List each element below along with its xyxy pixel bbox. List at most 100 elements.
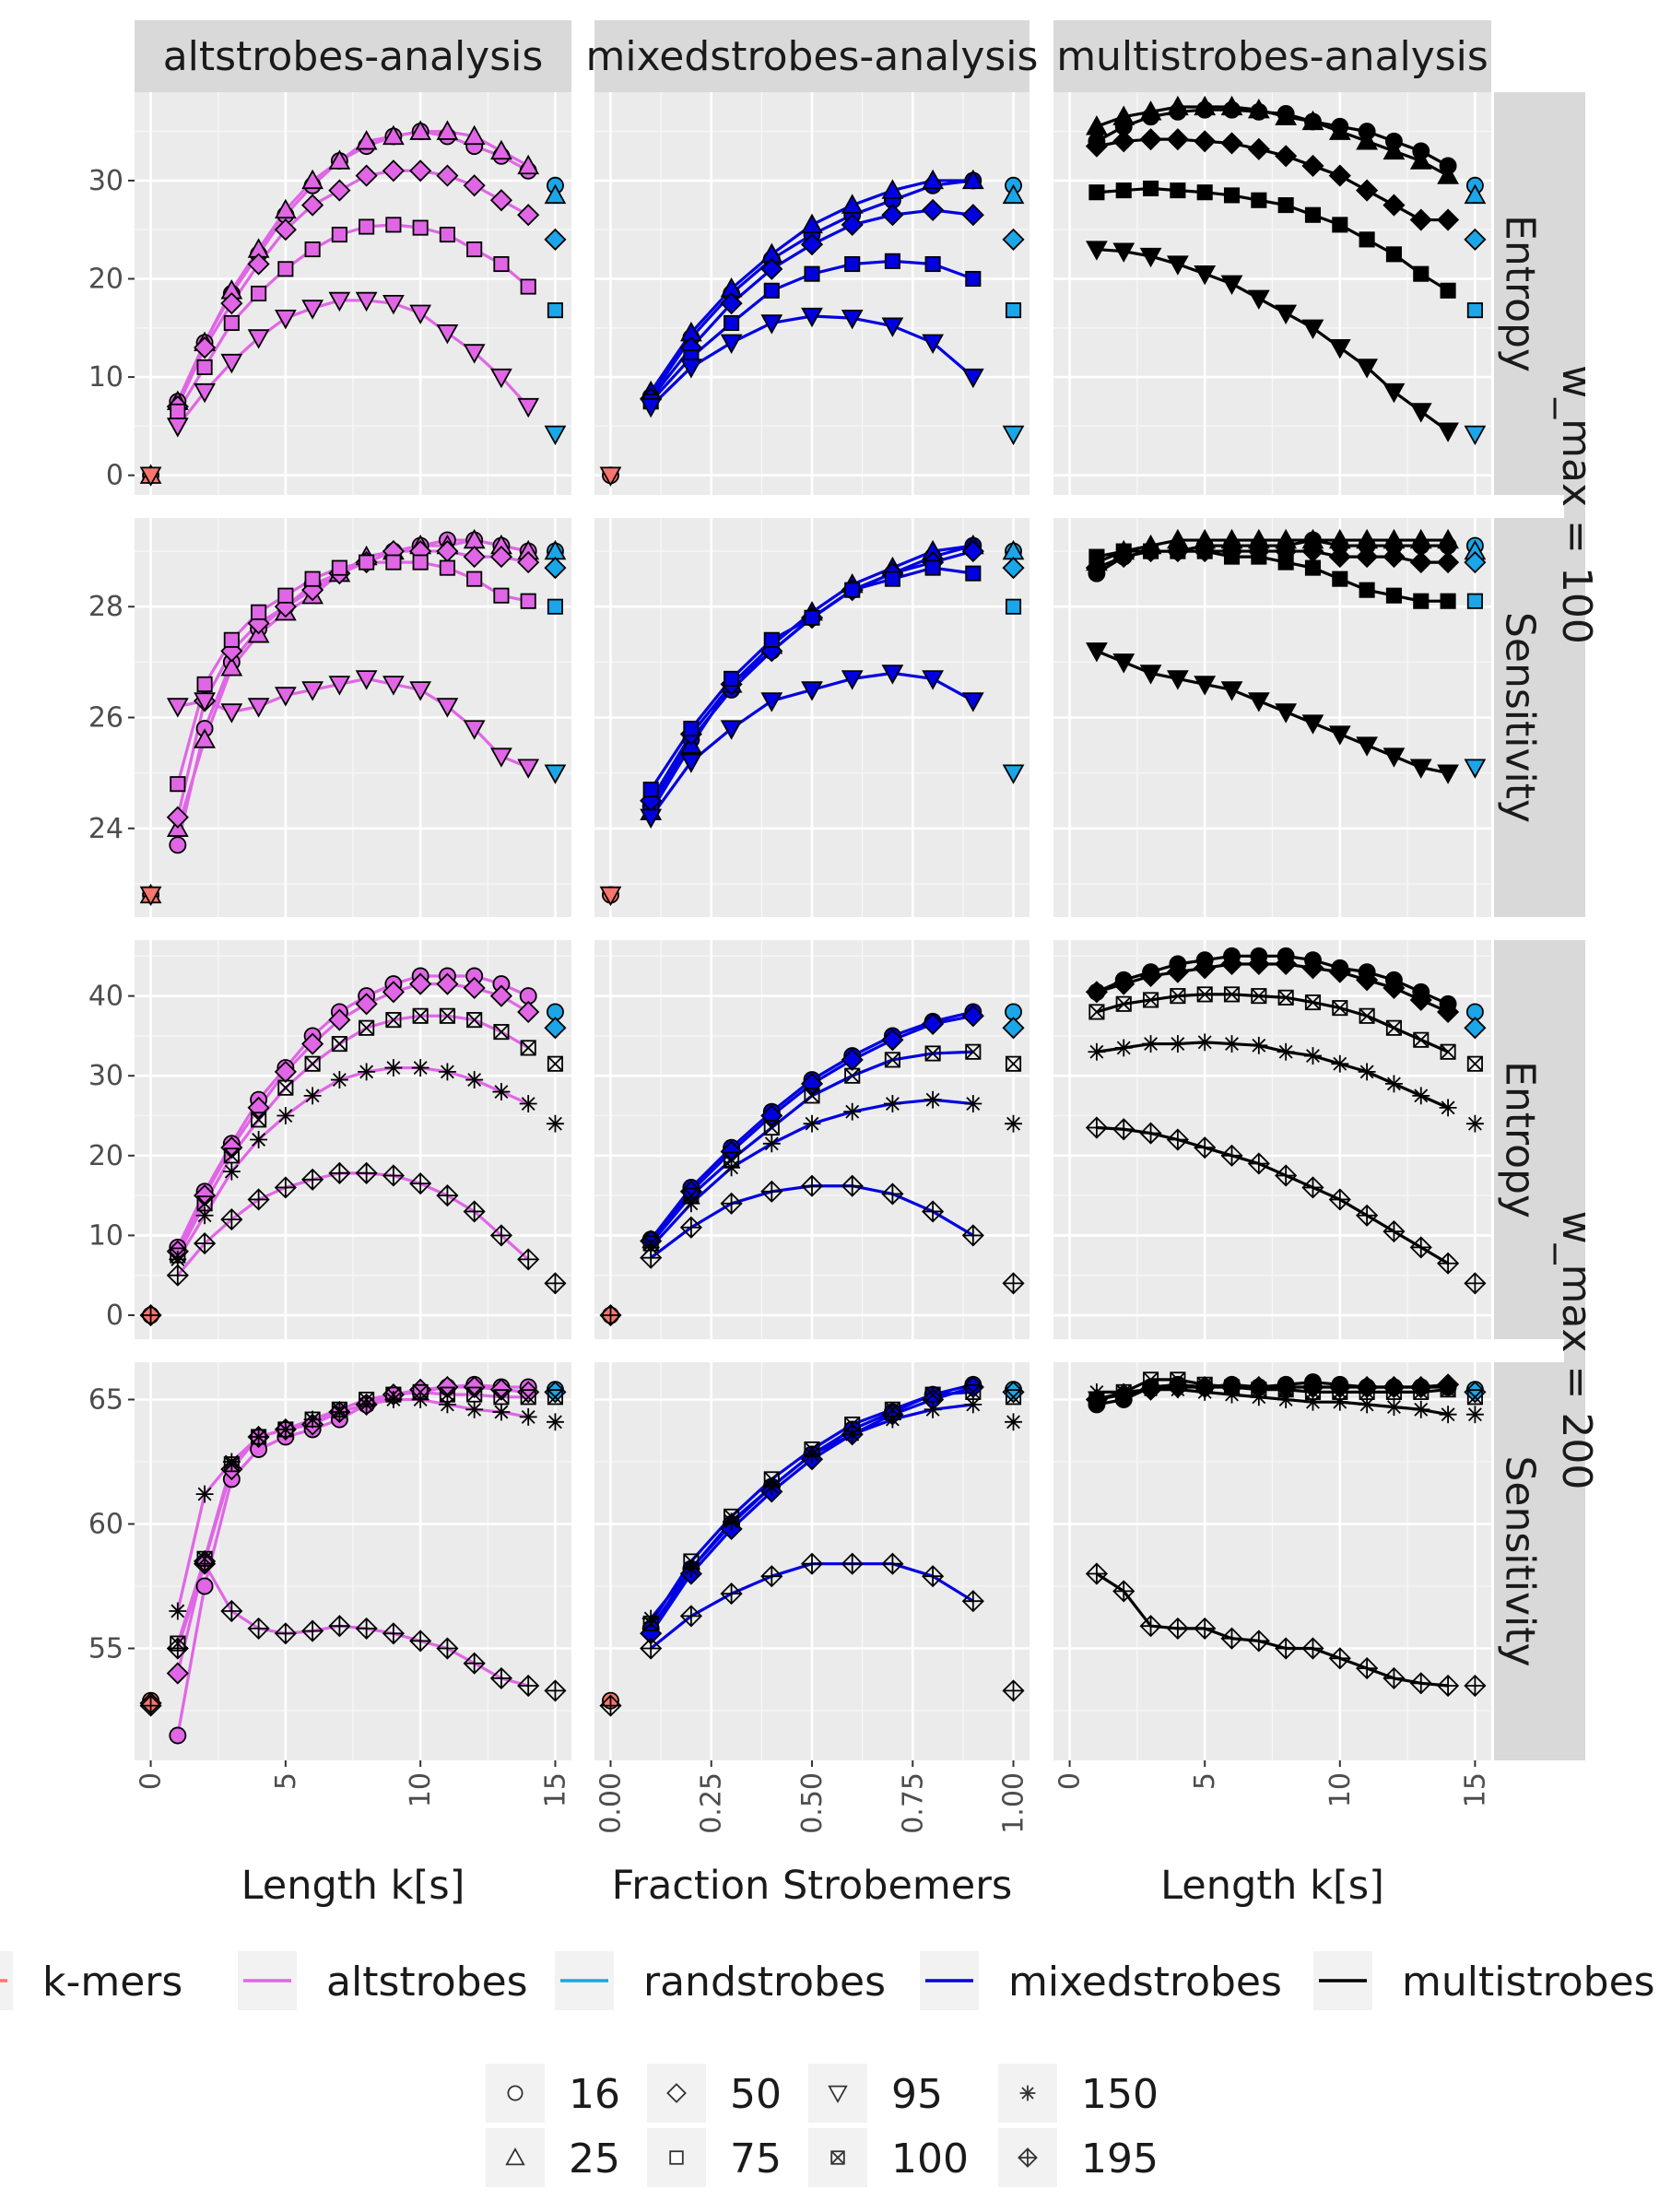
data-point xyxy=(1086,241,1108,261)
data-point xyxy=(599,1694,622,1717)
data-point xyxy=(1142,1035,1160,1053)
data-point xyxy=(1359,231,1375,248)
data-point xyxy=(1002,764,1025,784)
data-point xyxy=(519,1407,537,1426)
data-point xyxy=(517,1248,540,1271)
data-point xyxy=(139,886,162,907)
data-point xyxy=(1464,183,1487,205)
data-point xyxy=(517,397,540,418)
data-point xyxy=(195,1206,214,1225)
data-point xyxy=(1277,197,1294,214)
data-point xyxy=(1114,1382,1133,1401)
data-point xyxy=(883,1095,901,1112)
data-point xyxy=(961,204,984,227)
data-point xyxy=(169,836,187,854)
data-point xyxy=(439,559,455,576)
data-point xyxy=(382,1164,405,1187)
data-point xyxy=(763,1119,780,1136)
strip-background xyxy=(1053,20,1491,92)
y-tick-label: 60 xyxy=(88,1509,124,1541)
data-point xyxy=(1382,1375,1406,1399)
data-point xyxy=(222,1453,241,1471)
data-point xyxy=(1440,593,1456,609)
data-point xyxy=(1328,164,1351,187)
data-point xyxy=(1085,1562,1108,1585)
data-point xyxy=(841,1174,864,1197)
data-point xyxy=(1384,1398,1403,1417)
data-point xyxy=(599,1303,622,1327)
data-point xyxy=(1332,1000,1348,1017)
y-tick-label: 10 xyxy=(88,1219,124,1252)
data-point xyxy=(1439,1099,1457,1117)
data-point xyxy=(843,1102,862,1121)
data-point xyxy=(881,204,904,227)
data-point xyxy=(170,403,186,419)
legend-shape-label: 16 xyxy=(569,2071,620,2118)
data-point xyxy=(1437,1252,1460,1275)
legend-shape-label: 50 xyxy=(730,2071,782,2118)
data-point xyxy=(276,1107,295,1124)
data-point xyxy=(884,571,900,587)
data-point xyxy=(1247,289,1270,311)
data-point xyxy=(1437,551,1460,574)
data-point xyxy=(841,213,864,236)
data-point xyxy=(679,1216,702,1239)
data-point xyxy=(463,344,486,364)
x-tick-label: 5 xyxy=(270,1772,302,1790)
legend-shape-icon xyxy=(1018,2147,1038,2168)
data-point xyxy=(1139,1615,1162,1638)
data-point xyxy=(1275,105,1298,125)
data-point xyxy=(1275,703,1298,724)
data-point xyxy=(301,681,324,701)
data-point xyxy=(1112,972,1135,995)
data-point xyxy=(1304,1047,1322,1065)
x-axis-title: Length k[s] xyxy=(1160,1863,1384,1909)
data-point xyxy=(841,670,864,690)
data-point xyxy=(358,1063,376,1081)
data-point xyxy=(760,1565,783,1588)
data-point xyxy=(924,1090,942,1109)
data-point xyxy=(194,336,217,359)
strip-group-label: w_max = 100 xyxy=(1553,365,1600,644)
data-point xyxy=(493,255,510,273)
data-point xyxy=(355,164,378,187)
data-point xyxy=(924,1386,941,1403)
data-point xyxy=(1005,1055,1022,1072)
data-point xyxy=(1409,759,1432,779)
data-point xyxy=(641,1609,660,1628)
legend-label: k-mers xyxy=(42,1959,182,2006)
data-point xyxy=(1331,1054,1349,1073)
data-point xyxy=(881,1552,904,1575)
data-point xyxy=(1413,265,1430,282)
data-point xyxy=(1002,1017,1025,1040)
data-point xyxy=(1328,546,1351,569)
data-point xyxy=(220,1136,243,1159)
data-point xyxy=(881,1029,904,1052)
panel-r3-c0 xyxy=(135,1362,571,1760)
data-point xyxy=(409,972,432,995)
data-point xyxy=(1409,1375,1432,1399)
data-point xyxy=(544,764,567,784)
data-point xyxy=(1005,598,1022,615)
legend-item: altstrobes xyxy=(238,1951,528,2010)
panel-r3-c1 xyxy=(594,1362,1030,1760)
data-point xyxy=(547,598,563,615)
data-point xyxy=(166,1637,189,1660)
legend-shape-item: 150 xyxy=(998,2064,1159,2123)
data-point xyxy=(328,1161,351,1184)
data-point xyxy=(1328,1188,1351,1211)
data-point xyxy=(723,1512,741,1531)
data-point xyxy=(924,559,941,576)
legend-shape-icon xyxy=(830,2150,845,2165)
data-point xyxy=(328,1615,351,1638)
data-point xyxy=(304,1055,321,1072)
data-point xyxy=(328,291,351,312)
data-point xyxy=(1220,952,1243,976)
data-point xyxy=(303,1087,322,1105)
data-point xyxy=(1112,1118,1135,1141)
data-point xyxy=(382,676,405,696)
data-point xyxy=(1139,1122,1162,1145)
data-point xyxy=(139,1694,162,1717)
data-point xyxy=(412,1007,429,1024)
